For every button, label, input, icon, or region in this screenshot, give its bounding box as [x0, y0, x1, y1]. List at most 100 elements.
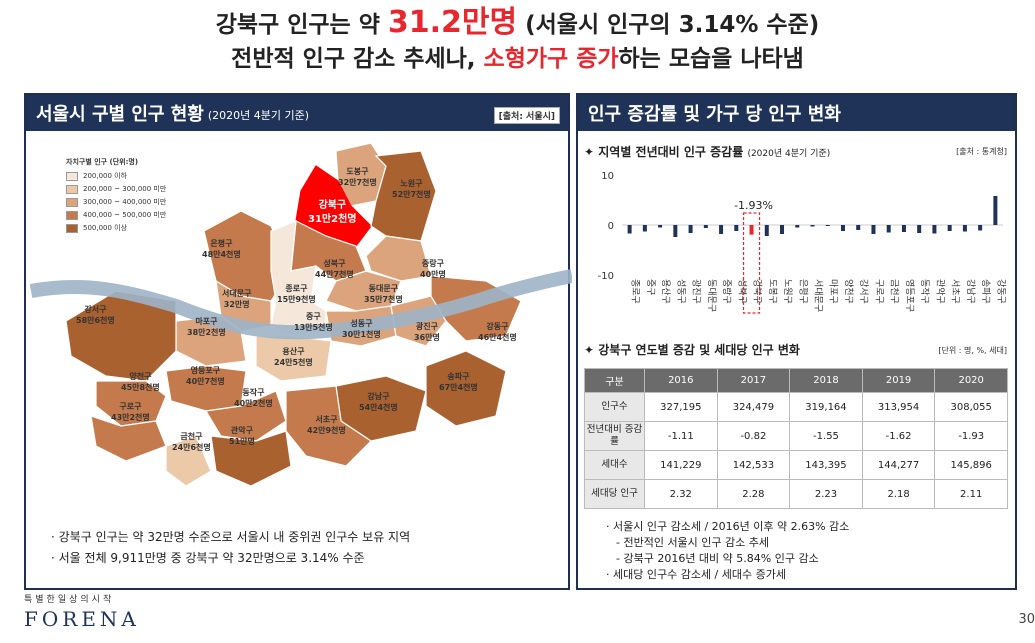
- x-tick-label: 성동구: [675, 279, 686, 304]
- legend-item: 400,000 ~ 500,000 미만: [66, 210, 166, 220]
- district-pop: 35만7천명: [364, 295, 403, 304]
- x-tick-label: 관악구: [934, 279, 946, 304]
- district-name: 도봉구: [346, 167, 369, 176]
- district-label-yongsan: 용산구 24만5천명: [274, 346, 313, 368]
- district-label-eunpyeong: 은평구 48만4천명: [202, 238, 241, 260]
- seoul-district-map: [29, 142, 572, 487]
- x-tick-label: 강동구: [995, 279, 1006, 304]
- table-cell: 2.32: [644, 479, 718, 509]
- table-header-cell: 2017: [716, 368, 791, 393]
- legend-label: 200,000 이하: [83, 172, 128, 180]
- district-jongno: [270, 220, 317, 302]
- bar: [673, 225, 678, 237]
- han-river: [29, 269, 572, 340]
- headline: 강북구 인구는 약 31.2만명 (서울시 인구의 3.14% 수준) 전반적 …: [0, 6, 1035, 76]
- row-label: 전년대비 증감률: [584, 421, 645, 451]
- x-tick-label: 영등포구: [904, 279, 915, 312]
- table-header-cell: 2019: [861, 368, 936, 393]
- panel-title: 인구 증감률 및 가구 당 인구 변화: [588, 104, 841, 125]
- district-name: 송파구: [447, 372, 470, 381]
- district-geumcheon: [165, 435, 212, 487]
- district-label-gangbuk: 강북구 31만2천명: [308, 199, 356, 227]
- district-pop: 40만7천명: [186, 377, 225, 386]
- bar: [688, 225, 693, 233]
- district-name: 강남구: [367, 392, 390, 401]
- x-tick-label: 동대문구: [706, 279, 717, 312]
- section-title: ✦ 강북구 연도별 증감 및 세대당 인구 변화: [584, 343, 800, 357]
- bar: [962, 225, 967, 232]
- table-header-cell: 구분: [584, 368, 645, 393]
- district-label-seocho: 서초구 42만9천명: [307, 414, 346, 436]
- district-pop: 48만4천명: [202, 250, 241, 259]
- seoul-population-panel: 서울시 구별 인구 현황 (2020년 4분기 기준) [출처: 서울시] 자치…: [24, 93, 572, 590]
- bar: [932, 225, 937, 234]
- district-name: 서대문구: [222, 289, 252, 298]
- table-cell: 144,277: [861, 450, 936, 480]
- x-tick-label: 마포구: [828, 279, 839, 304]
- district-label-gwangjin: 광진구 36만명: [414, 321, 440, 343]
- district-pop: 58만6천명: [76, 316, 115, 325]
- district-pop: 15만9천명: [277, 295, 316, 304]
- district-label-mapo: 마포구 38만2천명: [187, 316, 226, 338]
- table-cell: 2.18: [861, 479, 936, 509]
- district-name: 성북구: [323, 259, 346, 268]
- district-label-seongbuk: 성북구 44만7천명: [315, 258, 354, 280]
- table-row: 전년대비 증감률 -1.11 -0.82 -1.55 -1.62 -1.93: [584, 421, 1008, 451]
- x-tick-label: 중랑구: [721, 279, 733, 304]
- brand-tagline: 특별한일상의시작: [24, 595, 115, 605]
- table-cell: 2.11: [934, 479, 1008, 509]
- district-name: 강북구: [318, 200, 347, 211]
- x-tick-label: 양천구: [843, 279, 854, 304]
- legend-item: 200,000 ~ 300,000 미만: [66, 184, 166, 194]
- bar: [901, 225, 906, 232]
- district-label-guro: 구로구 43만2천명: [111, 401, 150, 423]
- district-name: 강동구: [486, 322, 509, 331]
- district-pop: 24만5천명: [274, 358, 313, 367]
- y-tick-label: 0: [608, 221, 614, 232]
- district-label-seodaemun: 서대문구 32만명: [222, 288, 251, 310]
- chart-section-title: ✦ 지역별 전년대비 인구 증감률 (2020년 4분기 기준): [584, 143, 830, 160]
- district-label-jongno: 종로구 15만9천명: [277, 283, 316, 305]
- headline-text: 전반적 인구 감소 추세나,: [231, 46, 484, 72]
- legend-item: 500,000 이상: [66, 223, 166, 233]
- x-tick-label: 도봉구: [767, 279, 778, 304]
- district-pop: 45만8천명: [121, 383, 160, 392]
- bar: [703, 225, 708, 228]
- page-number: 30: [1018, 612, 1035, 627]
- x-tick-label: 중구: [645, 279, 656, 296]
- district-pop: 40만명: [420, 270, 446, 279]
- bar: [780, 225, 785, 234]
- district-label-jungnang: 중랑구 40만명: [420, 258, 446, 280]
- table-cell: 143,395: [789, 450, 863, 480]
- district-label-yeongdeungpo: 영등포구 40만7천명: [186, 365, 225, 387]
- growth-rate-chart: 10 0 -10 종로구 중구 용산구 성동구 광진구 동대문구 중랑구 성북구 강북구 -1.93% 도…: [598, 171, 1006, 314]
- bar: [856, 225, 861, 230]
- district-label-dongdaemun: 동대문구 35만7천명: [364, 283, 403, 305]
- bar: [734, 225, 739, 231]
- bar: [993, 196, 998, 225]
- district-pop: 43만2천명: [111, 413, 150, 422]
- legend-swatch: [66, 197, 78, 207]
- y-tick-label: 10: [601, 171, 614, 182]
- source-label: [출처: 서울시]: [493, 107, 560, 124]
- district-name: 금천구: [180, 432, 203, 441]
- bar: [658, 225, 663, 228]
- x-tick-label: 송파구: [980, 279, 991, 304]
- table-cell: -1.55: [789, 421, 863, 451]
- table-cell: -1.11: [644, 421, 718, 451]
- district-name: 중랑구: [421, 259, 444, 268]
- district-name: 동작구: [242, 388, 265, 397]
- bar: [764, 225, 769, 236]
- legend-swatch: [66, 223, 78, 233]
- note-item: · 서울시 인구 감소세 / 2016년 이후 약 2.63% 감소: [606, 520, 850, 533]
- district-pop: 32만7천명: [338, 178, 377, 187]
- population-change-panel: 인구 증감률 및 가구 당 인구 변화 ✦ 지역별 전년대비 인구 증감률 (2…: [576, 93, 1017, 590]
- table-header-cell: 2020: [934, 368, 1008, 393]
- district-label-dongjak: 동작구 40만2천명: [234, 387, 273, 409]
- district-name: 영등포구: [190, 366, 221, 375]
- district-name: 광진구: [415, 322, 438, 331]
- table-row: 세대당 인구 2.32 2.28 2.23 2.18 2.11: [584, 479, 1008, 509]
- district-name: 구로구: [119, 402, 142, 411]
- x-tick-label: 서대문구: [813, 279, 824, 312]
- table-cell: 313,954: [861, 392, 936, 422]
